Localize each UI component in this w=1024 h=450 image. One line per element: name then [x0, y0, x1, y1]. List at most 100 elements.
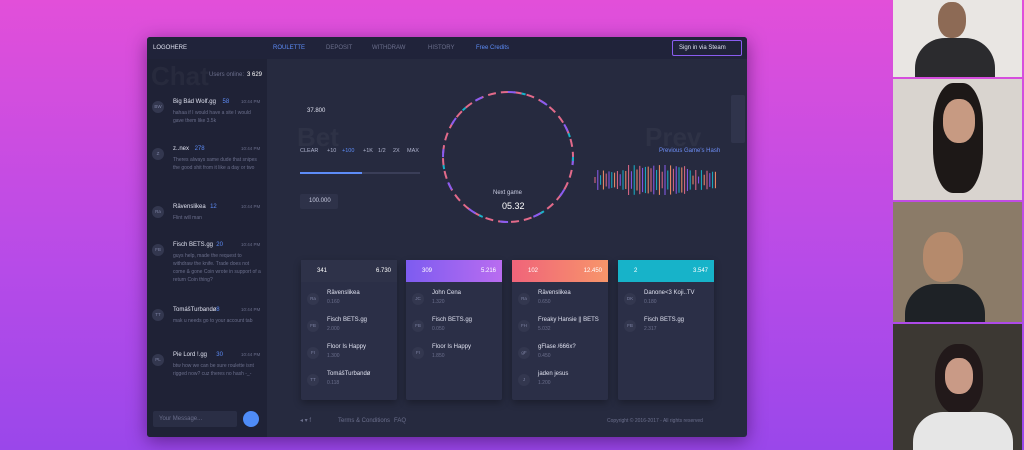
avatar: Ra — [152, 206, 164, 218]
nav-link[interactable]: WITHDRAW — [372, 45, 406, 51]
entry-amount: 2.317 — [644, 326, 657, 332]
time: 10:44 PM — [241, 352, 261, 357]
nav-link[interactable]: ROULETTE — [273, 45, 306, 51]
entry-user[interactable]: TomášTurbandø — [327, 371, 371, 377]
entry-avatar: JC — [412, 293, 424, 305]
entry-amount: 1.300 — [327, 353, 340, 359]
username[interactable]: Fisch BETS.gg — [173, 242, 214, 248]
chat-panel: Chat Users online: 3 629 Your Message...… — [147, 59, 267, 437]
entry-user[interactable]: John Cena — [432, 290, 462, 296]
next-game-label: Next game — [493, 190, 523, 196]
bet-amount[interactable]: 100.000 — [300, 194, 338, 209]
entry-amount: 0.160 — [327, 299, 340, 305]
username[interactable]: Big Bád Wolf.gg — [173, 99, 216, 105]
message-text: hahaa if I would have a site I would gav… — [173, 110, 251, 124]
pool-column: 309 5.216 JC John Cena 1.320 FB Fisch BETS.gg 0… — [406, 260, 502, 400]
bet-button[interactable]: +10 — [327, 148, 337, 154]
footer-link[interactable]: Terms & Conditions — [338, 418, 391, 424]
pool-total: 12.450 — [583, 268, 602, 274]
copyright: Copyright © 2016-2017 - All rights reser… — [607, 418, 703, 424]
entry-user[interactable]: Danone<3 Koji..TV — [644, 290, 695, 296]
bet-button[interactable]: CLEAR — [300, 148, 319, 154]
bet-button[interactable]: +1K — [363, 148, 373, 154]
time: 10:44 PM — [241, 146, 261, 151]
wheel-ring — [442, 91, 574, 223]
steam-sign-in[interactable]: Sign in via Steam — [672, 40, 742, 56]
entry-amount: 0.650 — [538, 299, 551, 305]
pool-column: 341 6.730 Ra Rävenslikea 0.160 FB Fisch BETS.g… — [301, 260, 397, 400]
players-count: 341 — [317, 268, 328, 274]
bet-button[interactable]: 1/2 — [378, 148, 386, 154]
video-tile — [893, 79, 1022, 200]
entry-user[interactable]: Fisch BETS.gg — [432, 317, 473, 323]
entry-user[interactable]: Fisch BETS.gg — [327, 317, 368, 323]
entry-user[interactable]: Rävenslikea — [327, 290, 360, 296]
username[interactable]: Pie Lord !.gg — [173, 352, 208, 358]
entry-avatar: FI — [307, 347, 319, 359]
entry-user[interactable]: jaden jesus — [538, 371, 569, 377]
timer: 05.32 — [502, 201, 525, 211]
entry-user[interactable]: Fisch BETS.gg — [644, 317, 685, 323]
pool-total: 6.730 — [375, 268, 391, 274]
entry-amount: 1.850 — [432, 353, 445, 359]
entry-user[interactable]: Rävenslikea — [538, 290, 571, 296]
entry-amount: 0.450 — [538, 353, 551, 359]
video-tile — [893, 0, 1022, 77]
user-level: 20 — [216, 242, 223, 248]
pool-column: 102 12.450 Ra Rävenslikea 0.650 FH Freaky Hans… — [512, 260, 608, 400]
entry-avatar: FH — [518, 320, 530, 332]
nav-link[interactable]: DEPOSIT — [326, 45, 353, 51]
nav-link[interactable]: HISTORY — [428, 45, 455, 51]
bet-button[interactable]: MAX — [407, 148, 419, 154]
users-online-label: Users online: — [209, 72, 245, 78]
pool-header — [618, 260, 714, 282]
message-input[interactable]: Your Message... — [153, 411, 237, 427]
message-text: mak u needs go to your account tab — [173, 318, 253, 324]
entry-avatar: FI — [412, 347, 424, 359]
entry-amount: 1.200 — [538, 380, 551, 386]
entry-avatar: J — [518, 374, 530, 386]
send-button[interactable] — [243, 411, 259, 427]
entry-user[interactable]: Floor Is Happy — [432, 344, 472, 350]
message-text: btw how we can be sure roulette isnt rig… — [173, 363, 254, 377]
waveform — [594, 165, 716, 195]
time: 10:44 PM — [241, 204, 261, 209]
previous-hash-link[interactable]: Previous Game's Hash — [659, 148, 721, 154]
social-icons[interactable]: ◂ ▾ f — [300, 418, 312, 424]
entry-avatar: FB — [307, 320, 319, 332]
pool-column: 2 3.547 DK Danone<3 Koji..TV 0.180 FB Fisch BE… — [618, 260, 714, 400]
entry-user[interactable]: Floor Is Happy — [327, 344, 367, 350]
entry-amount: 0.180 — [644, 299, 657, 305]
message-text: Theres always same dude that snipes the … — [173, 157, 257, 171]
video-tile — [893, 202, 1022, 322]
logo: LOGOHERE — [153, 45, 188, 51]
app-window: LOGOHERE ROULETTE DEPOSIT WITHDRAW HISTO… — [147, 37, 747, 437]
slider-fill[interactable] — [300, 172, 362, 174]
side-tools[interactable] — [731, 95, 745, 143]
entry-amount: 1.320 — [432, 299, 445, 305]
prev-heading: Prev — [645, 122, 701, 153]
user-level: 12 — [210, 204, 217, 210]
user-level: 58 — [222, 99, 230, 105]
username[interactable]: z..nex — [173, 146, 190, 152]
message-text: guys help, made the request to withdraw … — [173, 253, 261, 283]
bet-heading: Bet — [297, 122, 339, 153]
entry-avatar: DK — [624, 293, 636, 305]
free-credits[interactable]: Free Credits — [476, 45, 510, 51]
username[interactable]: Rävenslikea — [173, 204, 206, 210]
time: 10:44 PM — [241, 307, 261, 312]
pool-header — [512, 260, 608, 282]
avatar: BW — [152, 101, 164, 113]
bet-button[interactable]: 2X — [393, 148, 400, 154]
time: 10:44 PM — [241, 242, 261, 247]
username[interactable]: TomášTurbandø — [173, 307, 217, 313]
user-level: 8 — [216, 307, 220, 313]
players-count: 309 — [422, 268, 433, 274]
bet-button[interactable]: +100 — [342, 148, 355, 154]
footer-link[interactable]: FAQ — [394, 418, 407, 424]
avatar: FB — [152, 244, 164, 256]
entry-user[interactable]: Freaky Hansie || BETS — [538, 317, 599, 323]
entry-amount: 0.118 — [327, 380, 340, 386]
entry-user[interactable]: gFlase /666x? — [538, 344, 576, 350]
